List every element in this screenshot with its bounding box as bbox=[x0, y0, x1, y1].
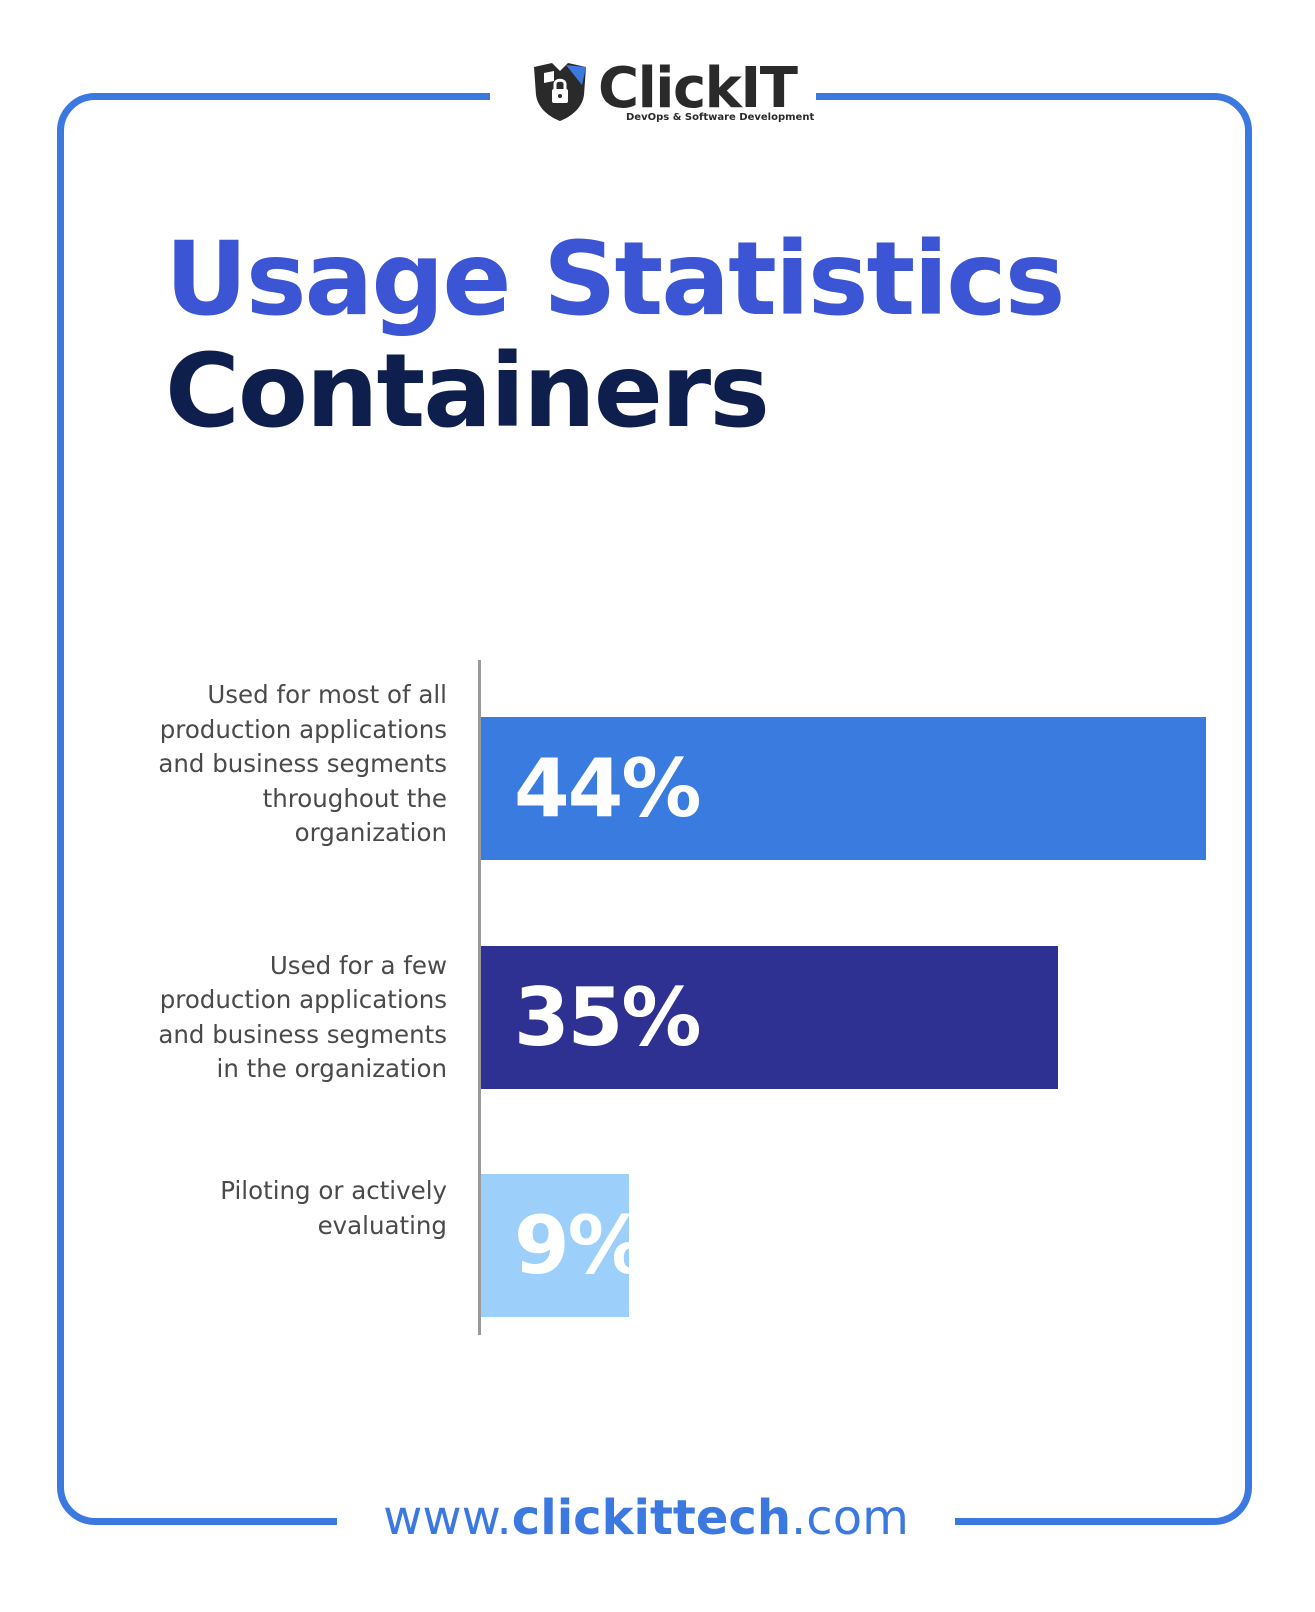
bar-2 bbox=[481, 946, 1058, 1089]
url-suffix: .com bbox=[791, 1490, 909, 1546]
url-domain: clickittech bbox=[511, 1490, 792, 1546]
bar-value-label: 35% bbox=[514, 971, 701, 1064]
brand-tagline: DevOps & Software Development bbox=[626, 112, 815, 123]
category-label-line: organization bbox=[294, 818, 447, 848]
brand-name: ClickIT bbox=[598, 56, 798, 121]
brand-logo: ClickIT DevOps & Software Development bbox=[530, 56, 814, 128]
page-title-line1: Usage Statistics bbox=[165, 220, 1065, 339]
category-label-line: and business segments bbox=[158, 749, 447, 779]
category-label: Piloting or actively evaluating bbox=[220, 1174, 447, 1243]
category-label-line: Used for a few bbox=[269, 950, 447, 980]
category-label-line: in the organization bbox=[216, 1054, 447, 1083]
url-prefix: www. bbox=[383, 1490, 512, 1546]
bar-3 bbox=[481, 1174, 629, 1317]
category-label-line: Piloting or actively bbox=[220, 1176, 447, 1205]
category-label-line: production applications bbox=[159, 985, 447, 1014]
bar-value-label: 44% bbox=[514, 742, 701, 835]
shield-lock-icon bbox=[534, 63, 586, 121]
category-label-line: and business segments bbox=[158, 1019, 447, 1049]
website-url[interactable]: www.clickittech.com bbox=[340, 1487, 952, 1549]
category-label-line: production applications bbox=[159, 714, 447, 744]
category-label-line: throughout the bbox=[262, 783, 447, 813]
page-title-line2: Containers bbox=[165, 332, 770, 451]
bar-1 bbox=[481, 717, 1206, 860]
category-label: Used for a few production applications and… bbox=[158, 949, 447, 1087]
category-label: Used for most of all production applicati… bbox=[158, 678, 447, 851]
frame-gap-bottom bbox=[337, 1515, 955, 1535]
category-label-line: evaluating bbox=[317, 1210, 447, 1240]
category-label-line: Used for most of all bbox=[207, 680, 447, 710]
chart-axis-line bbox=[478, 660, 481, 1335]
bar-value-label: 9% bbox=[514, 1199, 648, 1292]
